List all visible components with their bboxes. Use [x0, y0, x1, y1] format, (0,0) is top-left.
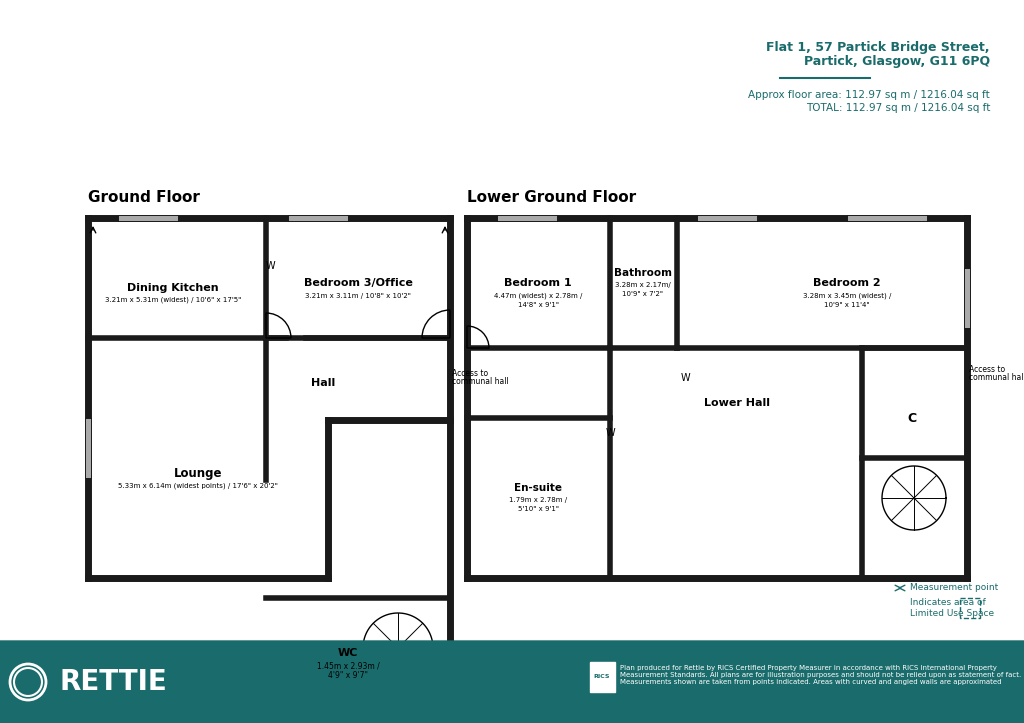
Text: Bedroom 2: Bedroom 2 [813, 278, 881, 288]
Text: Access to: Access to [969, 366, 1006, 375]
Text: C: C [907, 411, 916, 424]
Text: 4'9" x 9'7": 4'9" x 9'7" [328, 672, 368, 680]
Text: RETTIE: RETTIE [60, 668, 168, 696]
Text: communal hall: communal hall [452, 377, 509, 385]
Text: Approx floor area: 112.97 sq m / 1216.04 sq ft: Approx floor area: 112.97 sq m / 1216.04… [749, 90, 990, 100]
Text: RICS: RICS [594, 675, 610, 680]
Text: Dining Kitchen: Dining Kitchen [127, 283, 219, 293]
Text: En-suite: En-suite [514, 483, 562, 493]
Text: 10'9" x 11'4": 10'9" x 11'4" [824, 302, 869, 308]
Bar [497, 215, 557, 221]
Bar [847, 215, 927, 221]
Text: Hall: Hall [311, 378, 335, 388]
Text: 5'10" x 9'1": 5'10" x 9'1" [517, 506, 558, 512]
Bar [118, 215, 178, 221]
Text: 4.47m (widest) x 2.78m /: 4.47m (widest) x 2.78m / [494, 293, 583, 299]
Text: 10'9" x 7'2": 10'9" x 7'2" [623, 291, 664, 297]
Text: Lower Hall: Lower Hall [705, 398, 770, 408]
Text: 14'8" x 9'1": 14'8" x 9'1" [517, 302, 558, 308]
Text: Lounge: Lounge [174, 466, 222, 479]
Text: TOTAL: 112.97 sq m / 1216.04 sq ft: TOTAL: 112.97 sq m / 1216.04 sq ft [806, 103, 990, 113]
Text: Plan produced for Rettie by RICS Certified Property Measurer in accordance with : Plan produced for Rettie by RICS Certifi… [620, 665, 1021, 685]
Text: Partick, Glasgow, G11 6PQ: Partick, Glasgow, G11 6PQ [804, 56, 990, 69]
Text: 3.28m x 3.45m (widest) /: 3.28m x 3.45m (widest) / [803, 293, 891, 299]
Bar [85, 418, 91, 478]
Bar [288, 215, 348, 221]
Bar [964, 268, 970, 328]
Text: Measurement point: Measurement point [910, 583, 998, 593]
Text: 1.79m x 2.78m /: 1.79m x 2.78m / [509, 497, 567, 503]
Text: Flat 1, 57 Partick Bridge Street,: Flat 1, 57 Partick Bridge Street, [767, 41, 990, 54]
Text: 1.45m x 2.93m /: 1.45m x 2.93m / [316, 662, 379, 670]
Text: W: W [265, 261, 274, 271]
Text: Ground Floor: Ground Floor [88, 190, 200, 205]
FancyBboxPatch shape [0, 641, 1024, 723]
Text: W: W [605, 428, 614, 438]
Bar [590, 662, 615, 692]
Text: Lower Ground Floor: Lower Ground Floor [467, 190, 636, 205]
Text: 3.21m x 5.31m (widest) / 10'6" x 17'5": 3.21m x 5.31m (widest) / 10'6" x 17'5" [104, 296, 241, 303]
Text: communal hall: communal hall [969, 374, 1024, 382]
Bar [961, 598, 980, 618]
Text: WC: WC [338, 648, 358, 658]
Bar [697, 215, 757, 221]
Text: W: W [680, 373, 690, 383]
Text: 5.33m x 6.14m (widest points) / 17'6" x 20'2": 5.33m x 6.14m (widest points) / 17'6" x … [118, 483, 278, 489]
Text: Bedroom 3/Office: Bedroom 3/Office [303, 278, 413, 288]
Text: Indicates area of
Limited Use Space: Indicates area of Limited Use Space [910, 599, 994, 617]
Text: Access to: Access to [452, 369, 488, 377]
Text: Bedroom 1: Bedroom 1 [504, 278, 571, 288]
Text: 3.28m x 2.17m/: 3.28m x 2.17m/ [615, 282, 671, 288]
Text: Bathroom: Bathroom [614, 268, 672, 278]
Text: 3.21m x 3.11m / 10'8" x 10'2": 3.21m x 3.11m / 10'8" x 10'2" [305, 293, 411, 299]
